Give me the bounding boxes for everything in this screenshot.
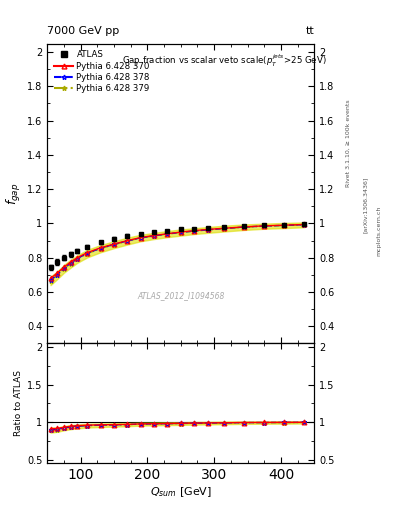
Y-axis label: $f_{gap}$: $f_{gap}$ <box>5 182 23 205</box>
Text: Gap fraction vs scalar veto scale($p_T^{jets}$>25 GeV): Gap fraction vs scalar veto scale($p_T^{… <box>122 53 327 69</box>
Y-axis label: Ratio to ATLAS: Ratio to ATLAS <box>14 370 23 436</box>
Text: 7000 GeV pp: 7000 GeV pp <box>47 26 119 36</box>
Text: ATLAS_2012_I1094568: ATLAS_2012_I1094568 <box>137 291 224 300</box>
X-axis label: $Q_{sum}$ [GeV]: $Q_{sum}$ [GeV] <box>150 485 212 499</box>
Text: Rivet 3.1.10, ≥ 100k events: Rivet 3.1.10, ≥ 100k events <box>345 99 350 187</box>
Legend: ATLAS, Pythia 6.428 370, Pythia 6.428 378, Pythia 6.428 379: ATLAS, Pythia 6.428 370, Pythia 6.428 37… <box>51 48 152 95</box>
Text: tt: tt <box>306 26 314 36</box>
Text: mcplots.cern.ch: mcplots.cern.ch <box>377 205 382 255</box>
Text: [arXiv:1306.3436]: [arXiv:1306.3436] <box>363 177 368 233</box>
